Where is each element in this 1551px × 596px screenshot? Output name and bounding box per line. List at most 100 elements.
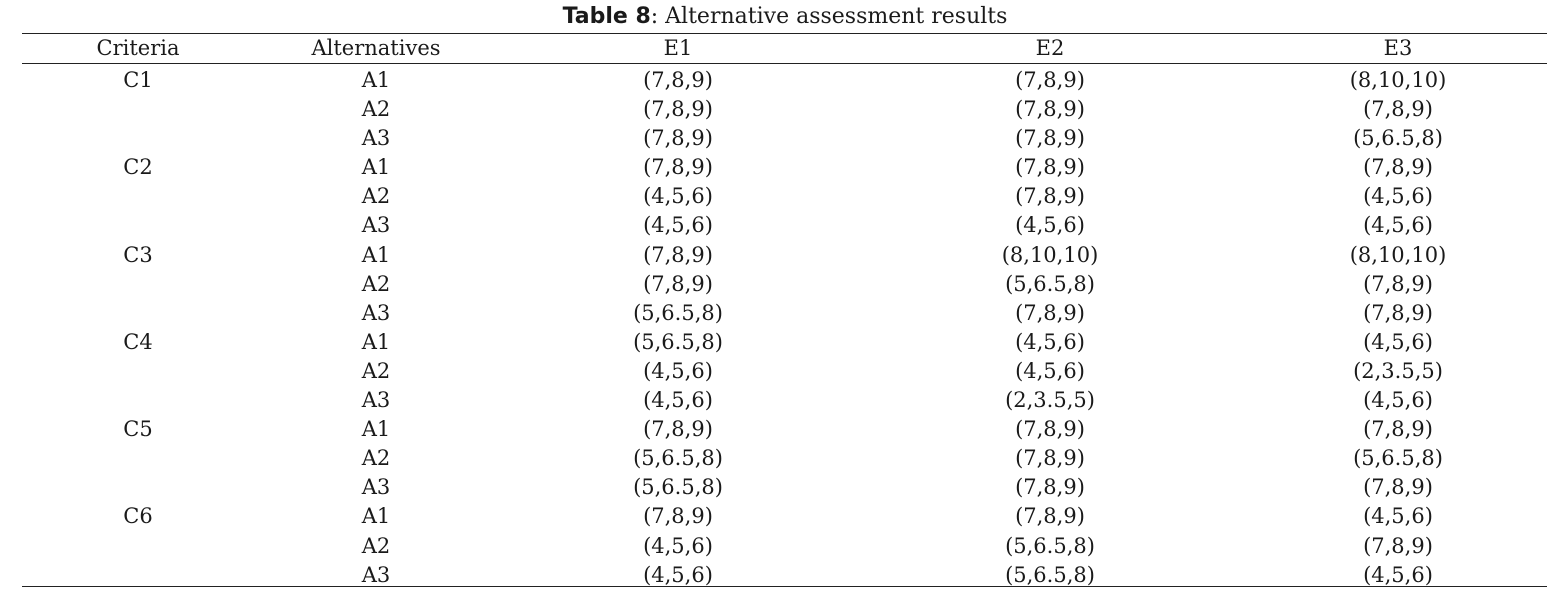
cell-alternative: A3 [361, 300, 391, 325]
table-row: A3 (7,8,9) (7,8,9) (5,6.5,8) [0, 124, 1551, 153]
cell-e3: (7,8,9) [1363, 271, 1433, 296]
cell-alternative: A1 [361, 329, 391, 354]
cell-alternative: A1 [361, 155, 391, 180]
table-caption: Table 8: Alternative assessment results [0, 2, 1551, 32]
table-row: A2 (7,8,9) (7,8,9) (7,8,9) [0, 95, 1551, 124]
table-row: C6 A1 (7,8,9) (7,8,9) (4,5,6) [0, 502, 1551, 531]
cell-alternative: A1 [361, 504, 391, 529]
table-row: A2 (7,8,9) (5,6.5,8) (7,8,9) [0, 270, 1551, 299]
header-criteria: Criteria [96, 36, 180, 60]
header-e1: E1 [663, 36, 693, 60]
cell-e1: (4,5,6) [643, 184, 713, 209]
cell-e3: (7,8,9) [1363, 300, 1433, 325]
cell-alternative: A1 [361, 417, 391, 442]
cell-e1: (5,6.5,8) [633, 475, 723, 500]
table-caption-label: Table 8 [562, 4, 651, 29]
table-row: A2 (5,6.5,8) (7,8,9) (5,6.5,8) [0, 444, 1551, 473]
cell-e2: (7,8,9) [1015, 97, 1085, 122]
cell-e1: (5,6.5,8) [633, 329, 723, 354]
cell-e1: (7,8,9) [643, 504, 713, 529]
table-row: A3 (5,6.5,8) (7,8,9) (7,8,9) [0, 473, 1551, 502]
cell-e2: (5,6.5,8) [1005, 533, 1095, 558]
cell-e1: (5,6.5,8) [633, 300, 723, 325]
cell-e3: (4,5,6) [1363, 562, 1433, 587]
cell-e3: (7,8,9) [1363, 155, 1433, 180]
cell-alternative: A2 [361, 97, 391, 122]
cell-criteria: C1 [123, 68, 153, 92]
header-alternatives: Alternatives [311, 36, 441, 60]
table-row: C3 A1 (7,8,9) (8,10,10) (8,10,10) [0, 241, 1551, 270]
cell-criteria: C4 [123, 329, 153, 354]
cell-alternative: A2 [361, 184, 391, 209]
table-row: A3 (4,5,6) (5,6.5,8) (4,5,6) [0, 561, 1551, 590]
table-row: C2 A1 (7,8,9) (7,8,9) (7,8,9) [0, 153, 1551, 182]
cell-e1: (7,8,9) [643, 97, 713, 122]
cell-e2: (7,8,9) [1015, 126, 1085, 151]
cell-e3: (5,6.5,8) [1353, 446, 1443, 471]
cell-e1: (7,8,9) [643, 417, 713, 442]
cell-e2: (4,5,6) [1015, 213, 1085, 238]
cell-e1: (4,5,6) [643, 388, 713, 413]
cell-criteria: C6 [123, 504, 153, 529]
cell-alternative: A2 [361, 533, 391, 558]
cell-alternative: A1 [361, 242, 391, 267]
table-row: A3 (5,6.5,8) (7,8,9) (7,8,9) [0, 299, 1551, 328]
cell-e2: (7,8,9) [1015, 475, 1085, 500]
cell-e3: (7,8,9) [1363, 417, 1433, 442]
table-row: A3 (4,5,6) (4,5,6) (4,5,6) [0, 211, 1551, 240]
table-top-rule [22, 33, 1547, 34]
cell-alternative: A2 [361, 446, 391, 471]
cell-e1: (7,8,9) [643, 126, 713, 151]
cell-e2: (7,8,9) [1015, 446, 1085, 471]
cell-criteria: C5 [123, 417, 153, 442]
table-header-row: Criteria Alternatives E1 E2 E3 [0, 34, 1551, 63]
cell-e3: (4,5,6) [1363, 388, 1433, 413]
cell-e3: (7,8,9) [1363, 97, 1433, 122]
cell-e2: (7,8,9) [1015, 184, 1085, 209]
table-row: C1 A1 (7,8,9) (7,8,9) (8,10,10) [0, 66, 1551, 95]
cell-e2: (5,6.5,8) [1005, 562, 1095, 587]
cell-e1: (7,8,9) [643, 155, 713, 180]
cell-e1: (7,8,9) [643, 68, 713, 92]
cell-alternative: A3 [361, 388, 391, 413]
cell-alternative: A1 [361, 68, 391, 92]
cell-e1: (4,5,6) [643, 562, 713, 587]
table-row: C5 A1 (7,8,9) (7,8,9) (7,8,9) [0, 415, 1551, 444]
table-row: A2 (4,5,6) (7,8,9) (4,5,6) [0, 182, 1551, 211]
cell-e3: (5,6.5,8) [1353, 126, 1443, 151]
cell-e3: (7,8,9) [1363, 475, 1433, 500]
table-row: C4 A1 (5,6.5,8) (4,5,6) (4,5,6) [0, 328, 1551, 357]
cell-criteria: C2 [123, 155, 153, 180]
cell-e3: (4,5,6) [1363, 184, 1433, 209]
header-e3: E3 [1383, 36, 1413, 60]
cell-e1: (5,6.5,8) [633, 446, 723, 471]
cell-e3: (8,10,10) [1349, 68, 1447, 92]
cell-alternative: A2 [361, 358, 391, 383]
cell-e2: (8,10,10) [1001, 242, 1099, 267]
cell-e2: (7,8,9) [1015, 300, 1085, 325]
cell-alternative: A3 [361, 475, 391, 500]
table-row: A2 (4,5,6) (5,6.5,8) (7,8,9) [0, 532, 1551, 561]
cell-e3: (4,5,6) [1363, 213, 1433, 238]
cell-e3: (2,3.5,5) [1353, 358, 1443, 383]
table-header-rule [22, 63, 1547, 64]
cell-criteria: C3 [123, 242, 153, 267]
cell-e2: (7,8,9) [1015, 155, 1085, 180]
cell-alternative: A3 [361, 126, 391, 151]
cell-e2: (5,6.5,8) [1005, 271, 1095, 296]
cell-e3: (4,5,6) [1363, 329, 1433, 354]
cell-e2: (4,5,6) [1015, 358, 1085, 383]
cell-e2: (4,5,6) [1015, 329, 1085, 354]
cell-alternative: A3 [361, 213, 391, 238]
cell-e3: (4,5,6) [1363, 504, 1433, 529]
cell-e3: (7,8,9) [1363, 533, 1433, 558]
cell-e2: (7,8,9) [1015, 417, 1085, 442]
cell-e2: (7,8,9) [1015, 68, 1085, 92]
table-bottom-rule [22, 586, 1547, 587]
table-row: A2 (4,5,6) (4,5,6) (2,3.5,5) [0, 357, 1551, 386]
table-row: A3 (4,5,6) (2,3.5,5) (4,5,6) [0, 386, 1551, 415]
cell-e1: (4,5,6) [643, 533, 713, 558]
cell-e3: (8,10,10) [1349, 242, 1447, 267]
cell-e1: (4,5,6) [643, 358, 713, 383]
cell-e2: (2,3.5,5) [1005, 388, 1095, 413]
